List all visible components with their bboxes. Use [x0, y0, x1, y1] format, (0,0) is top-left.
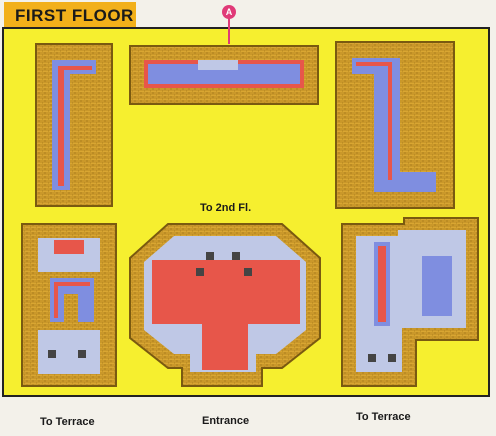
block-icon: [388, 354, 396, 362]
room-top-left: [35, 43, 113, 207]
label-to-terrace-right: To Terrace: [356, 411, 411, 423]
block-icon: [206, 252, 214, 260]
block-icon: [48, 350, 56, 358]
block-icon: [78, 350, 86, 358]
label-to-2nd-floor: To 2nd Fl.: [200, 202, 252, 214]
title-tab: FIRST FLOOR: [4, 2, 136, 28]
room-bottom-left: [21, 223, 117, 387]
block-icon: [232, 252, 240, 260]
marker-a-icon: A: [222, 5, 236, 19]
room-bottom-right: [341, 217, 479, 387]
label-to-terrace-left: To Terrace: [40, 416, 95, 428]
page-title: FIRST FLOOR: [15, 6, 134, 25]
label-entrance: Entrance: [202, 415, 250, 427]
block-icon: [368, 354, 376, 362]
room-top-right: [335, 41, 455, 209]
block-icon: [244, 268, 252, 276]
block-icon: [196, 268, 204, 276]
room-top-middle: [129, 45, 319, 105]
marker-a-pointer: [228, 18, 230, 44]
room-center: [129, 223, 321, 387]
vent-grate-icon: [198, 60, 238, 70]
